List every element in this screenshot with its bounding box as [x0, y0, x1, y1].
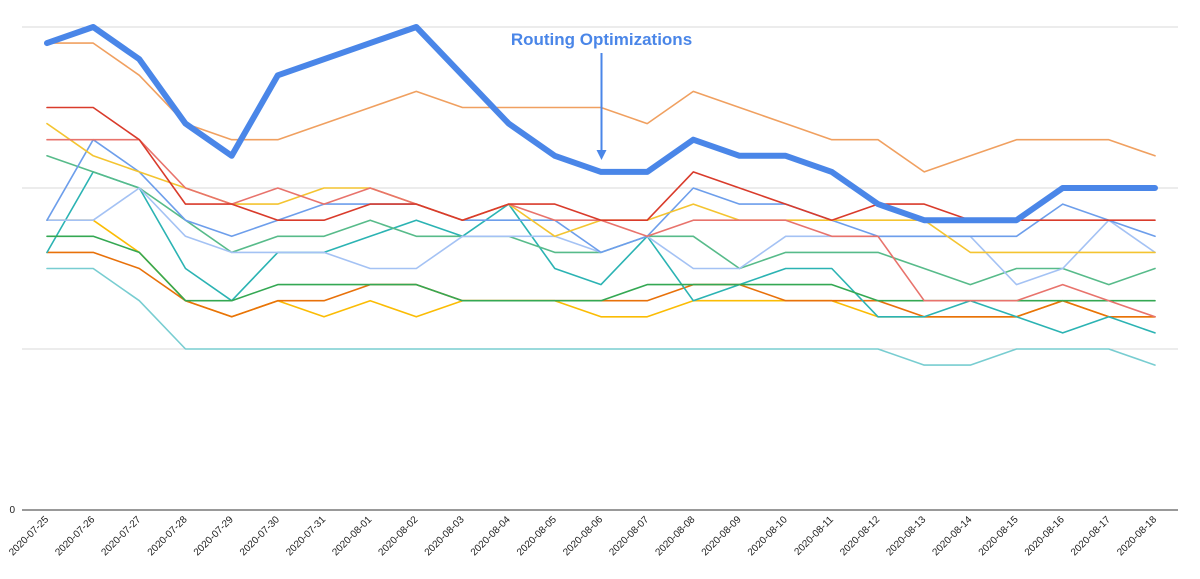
x-tick-label: 2020-07-31: [284, 514, 328, 558]
x-tick-label: 2020-08-14: [931, 514, 975, 558]
x-tick-label: 2020-08-10: [746, 514, 790, 558]
x-tick-label: 2020-08-09: [700, 514, 744, 558]
axes: 0: [9, 505, 1178, 516]
x-tick-label: 2020-08-16: [1023, 514, 1067, 558]
x-tick-label: 2020-08-15: [977, 514, 1021, 558]
series-line: [46, 267, 1156, 366]
x-tick-label: 2020-08-05: [515, 514, 559, 558]
x-tick-label: 2020-08-12: [838, 514, 882, 558]
x-tick-label: 2020-07-27: [100, 514, 144, 558]
x-tick-label: 2020-08-13: [884, 514, 928, 558]
series-line: [46, 138, 1156, 254]
x-tick-label: 2020-07-25: [7, 514, 51, 558]
annotation-label: Routing Optimizations: [511, 30, 692, 49]
x-tick-label: 2020-08-08: [654, 514, 698, 558]
x-tick-label: 2020-07-29: [192, 514, 236, 558]
series-line: [44, 24, 1158, 224]
x-tick-label: 2020-08-07: [607, 514, 651, 558]
series-lines: [44, 24, 1158, 366]
annotation-arrow-head: [596, 150, 607, 160]
x-tick-label: 2020-07-30: [238, 514, 282, 558]
annotation: Routing Optimizations: [511, 30, 692, 160]
x-tick-label: 2020-08-11: [793, 514, 837, 558]
x-tick-label: 2020-08-02: [377, 514, 421, 558]
x-tick-label: 2020-08-18: [1115, 514, 1159, 558]
x-tick-label: 2020-08-17: [1069, 514, 1113, 558]
x-axis-tick-labels: 2020-07-25 2020-07-26 2020-07-27 2020-07-28…: [7, 514, 1159, 558]
x-tick-label: 2020-08-04: [469, 514, 513, 558]
x-tick-label: 2020-08-06: [561, 514, 605, 558]
y-tick-label: 0: [9, 505, 15, 516]
series-line: [46, 219, 1156, 318]
x-tick-label: 2020-08-01: [330, 514, 374, 558]
series-line: [46, 138, 1156, 318]
x-tick-label: 2020-07-28: [146, 514, 190, 558]
x-tick-label: 2020-07-26: [53, 514, 97, 558]
x-tick-label: 2020-08-03: [423, 514, 467, 558]
